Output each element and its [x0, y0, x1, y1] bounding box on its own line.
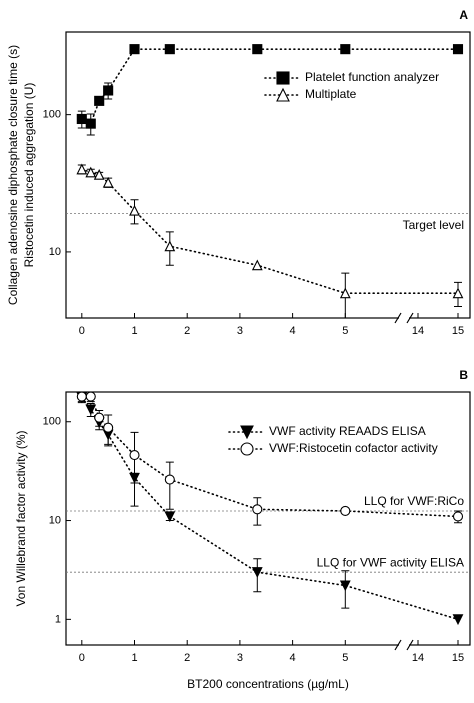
marker [103, 422, 114, 433]
panel-label: B [459, 368, 468, 382]
legend-marker [276, 71, 290, 85]
marker [164, 44, 175, 55]
marker [76, 113, 87, 125]
marker [339, 287, 351, 299]
x-tick-label: 14 [412, 652, 424, 664]
legend-label: VWF:Ristocetin cofactor activity [269, 441, 438, 455]
marker [452, 511, 464, 522]
x-tick-label: 15 [452, 652, 464, 664]
reference-label: LLQ for VWF:RiCo [364, 494, 464, 508]
y-tick-label: 100 [43, 416, 61, 428]
legend-label: Platelet function analyzer [305, 70, 439, 84]
marker [129, 44, 140, 55]
x-tick-label: 4 [290, 325, 296, 337]
x-tick-label: 2 [184, 652, 190, 664]
series-line [81, 48, 459, 125]
marker [452, 614, 464, 626]
marker [103, 85, 114, 96]
marker [76, 391, 87, 402]
panel-label: A [459, 8, 468, 22]
marker [85, 404, 97, 416]
marker [164, 474, 175, 485]
marker [251, 259, 263, 271]
marker [129, 204, 140, 216]
x-tick-label: 1 [131, 325, 137, 337]
axis-break-mark [394, 639, 402, 651]
marker [252, 504, 263, 515]
x-tick-label: 3 [237, 652, 243, 664]
legend-label: VWF activity REAADS ELISA [269, 424, 426, 438]
y-tick-label: 100 [43, 109, 61, 121]
y-tick-label: 10 [49, 514, 61, 526]
y-tick-label: 10 [49, 246, 61, 258]
plot-frame [65, 391, 471, 646]
error-bar [130, 431, 139, 507]
series-line [81, 168, 459, 295]
axis-break-gap [399, 642, 409, 648]
axis-break-mark [394, 312, 402, 324]
legend-marker [240, 442, 254, 456]
marker [93, 168, 105, 180]
axis-break-mark [406, 639, 414, 651]
marker [85, 391, 96, 402]
plot-frame [65, 31, 471, 319]
marker [340, 44, 351, 55]
marker [129, 450, 140, 461]
reference-label: LLQ for VWF activity ELISA [317, 555, 464, 569]
marker [94, 95, 105, 106]
legend-marker [276, 87, 290, 102]
marker [452, 44, 464, 55]
x-tick-label: 5 [342, 325, 348, 337]
reference-label: Target level [403, 218, 464, 232]
legend-label: Multiplate [305, 87, 357, 101]
marker [340, 505, 351, 517]
marker [102, 176, 114, 188]
marker [164, 511, 176, 523]
x-tick-label: 0 [79, 652, 85, 664]
marker [85, 118, 96, 129]
marker [85, 166, 97, 178]
x-tick-label: 3 [237, 325, 243, 337]
marker [452, 287, 464, 299]
y-tick-label: 1 [55, 613, 61, 625]
x-tick-label: 15 [452, 325, 464, 337]
legend-marker [240, 425, 254, 440]
x-axis-title: BT200 concentrations (µg/mL) [187, 677, 349, 691]
x-tick-label: 0 [79, 325, 85, 337]
axis-break-mark [406, 312, 414, 324]
marker [164, 240, 176, 252]
marker [76, 163, 88, 175]
y-axis-title: Collagen adenosine diphosphate closure t… [6, 45, 20, 305]
marker [251, 567, 263, 578]
marker [339, 580, 351, 592]
x-tick-label: 5 [342, 652, 348, 664]
axis-break-gap [399, 315, 409, 321]
y-axis-title: Ristocetin induced aggregation (U) [22, 83, 36, 268]
error-bar [165, 461, 174, 510]
y-axis-title: Von Willebrand factor activity (%) [14, 430, 28, 606]
x-tick-label: 1 [131, 652, 137, 664]
x-tick-label: 14 [412, 325, 424, 337]
x-tick-label: 4 [290, 652, 296, 664]
x-tick-label: 2 [184, 325, 190, 337]
marker [94, 412, 105, 423]
marker [252, 44, 263, 55]
